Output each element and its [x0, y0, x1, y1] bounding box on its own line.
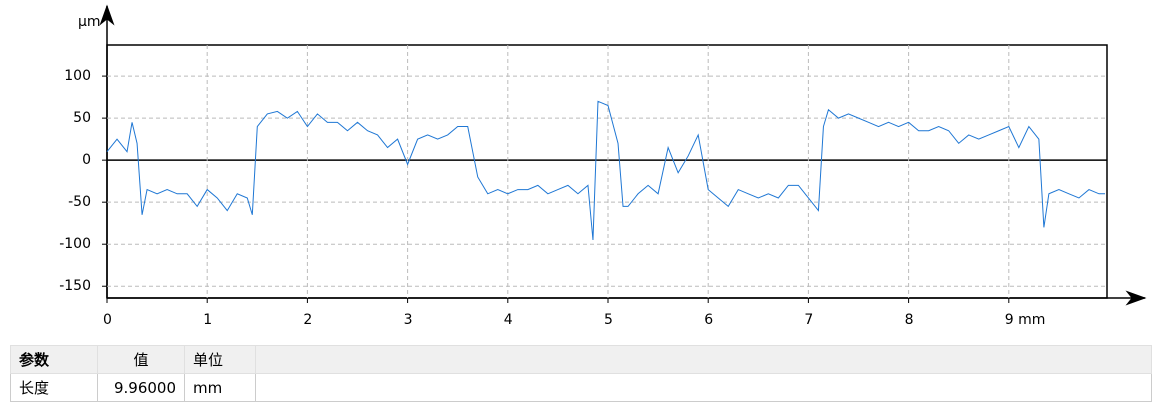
x-tick-label: 3 [404, 312, 413, 328]
chart: µm -150 -100 -50 0 50 100 0 1 2 3 4 5 6 7 8 9 mm [59, 4, 1147, 328]
profile-line [106, 100, 1105, 241]
table-header: 参数 值 单位 [10, 345, 1152, 374]
param-table: 参数 值 单位 长度 9.96000 mm [10, 345, 1152, 402]
x-tick-label: 7 [804, 312, 813, 328]
header-cell: 单位 [184, 345, 256, 374]
x-tick-label: 4 [504, 312, 513, 328]
header-cell: 参数 [10, 345, 98, 374]
x-tick-label: 8 [905, 312, 914, 328]
header-cell: 值 [97, 345, 185, 374]
x-tick-label: 6 [704, 312, 713, 328]
cell: 9.96000 [97, 373, 185, 402]
header-cell [255, 345, 1152, 374]
x-tick-label: 0 [103, 312, 112, 328]
x-tick-label: 9 mm [1005, 312, 1046, 328]
cell: 长度 [10, 373, 98, 402]
y-axis-label: µm [78, 14, 101, 30]
x-tick-label: 1 [203, 312, 212, 328]
plot-frame [106, 44, 1108, 299]
y-tick-label: 100 [64, 68, 91, 84]
cell: mm [184, 373, 256, 402]
table-row: 长度 9.96000 mm [10, 373, 1152, 402]
x-tick-label: 2 [303, 312, 312, 328]
cell [255, 373, 1152, 402]
x-tick-label: 5 [604, 312, 613, 328]
y-tick-label: -100 [59, 236, 91, 252]
y-tick-label: 50 [73, 110, 91, 126]
y-tick-label: -150 [59, 278, 91, 294]
y-tick-label: 0 [82, 152, 91, 168]
y-tick-label: -50 [68, 194, 91, 210]
